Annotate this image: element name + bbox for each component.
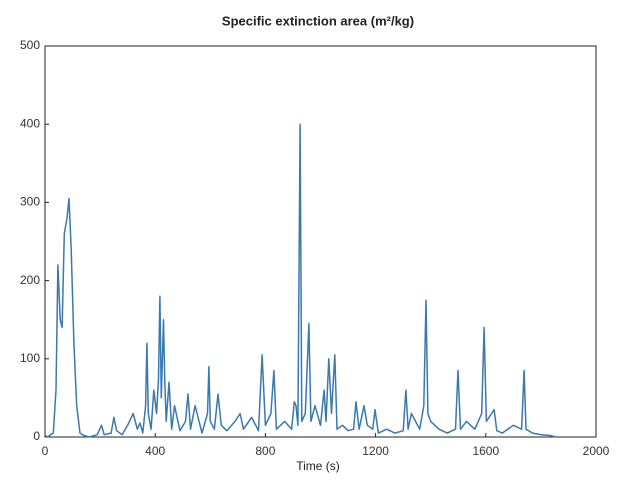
y-tick-label: 400 — [20, 116, 40, 130]
y-tick-label: 100 — [20, 351, 40, 365]
y-tick-label: 500 — [20, 38, 40, 52]
x-tick-label: 2000 — [583, 444, 610, 458]
x-tick-label: 0 — [42, 444, 49, 458]
data-line — [44, 123, 557, 438]
x-tick-label: 1200 — [362, 444, 389, 458]
y-tick-label: 200 — [20, 273, 40, 287]
x-tick-label: 800 — [255, 444, 275, 458]
x-tick-label: 1600 — [472, 444, 499, 458]
chart-title: Specific extinction area (m²/kg) — [222, 13, 414, 28]
y-tick-label: 0 — [33, 429, 40, 443]
x-tick-label: 400 — [145, 444, 165, 458]
x-axis-label: Time (s) — [296, 459, 340, 473]
plot-frame — [44, 45, 597, 438]
y-tick-label: 300 — [20, 195, 40, 209]
